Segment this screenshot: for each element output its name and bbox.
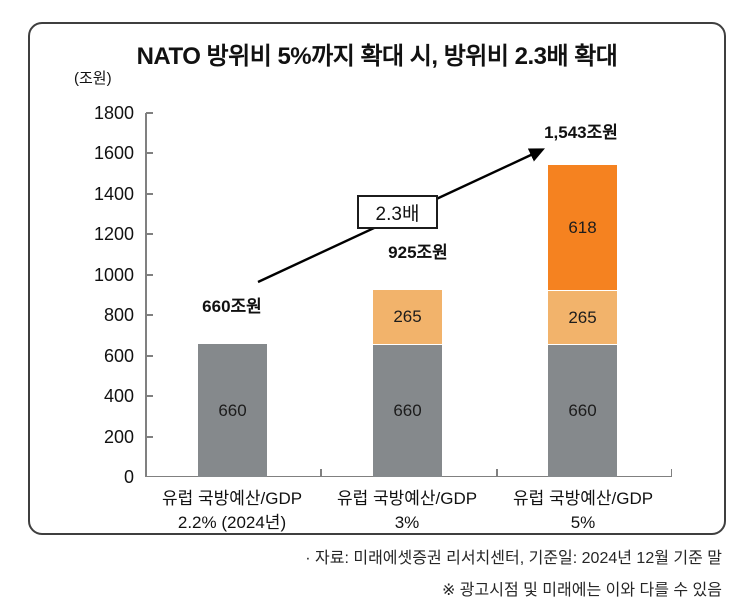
- x-axis-tick: [320, 469, 322, 476]
- x-axis-tick: [670, 469, 672, 476]
- multiplier-badge: 2.3배: [357, 195, 438, 229]
- chart-title: NATO 방위비 5%까지 확대 시, 방위비 2.3배 확대: [136, 43, 618, 70]
- y-tick-label: 1200: [93, 224, 134, 244]
- x-category-label: 유럽 국방예산/GDP 2.2% (2024년): [142, 487, 322, 535]
- bar-total-label: 1,543조원: [544, 123, 618, 142]
- bar-segment-top: 618: [548, 165, 617, 290]
- bar-segment-base: 660: [548, 344, 617, 477]
- x-category-line1: 유럽 국방예산/GDP: [512, 489, 654, 508]
- bar-segment-mid: 265: [548, 290, 617, 344]
- y-axis-unit-label: (조원): [74, 70, 112, 87]
- x-category-label: 유럽 국방예산/GDP 3%: [317, 487, 497, 535]
- y-tick-label: 400: [103, 386, 134, 406]
- x-category-label: 유럽 국방예산/GDP 5%: [493, 487, 673, 535]
- x-category-line2: 3%: [394, 513, 420, 532]
- y-tick-label: 0: [123, 467, 134, 487]
- bar-segment-base: 660: [198, 344, 267, 477]
- y-axis-tick: [146, 436, 153, 438]
- footer-source: · 자료: 미래에셋증권 리서치센터, 기준일: 2024년 12월 기준 말: [305, 550, 722, 567]
- bar-segment-base: 660: [373, 344, 442, 477]
- x-category-line1: 유럽 국방예산/GDP: [336, 489, 478, 508]
- y-axis-tick: [146, 355, 153, 357]
- y-axis-tick: [146, 314, 153, 316]
- y-axis-tick: [146, 233, 153, 235]
- bar-3pct: 265 660: [373, 290, 442, 477]
- y-axis-tick: [146, 395, 153, 397]
- x-category-line2: 5%: [570, 513, 596, 532]
- footer-disclaimer: ※ 광고시점 및 미래에는 이와 다를 수 있음: [441, 582, 722, 599]
- y-tick-label: 1000: [93, 265, 134, 285]
- bar-segment-mid: 265: [373, 290, 442, 344]
- y-tick-label: 1400: [93, 184, 134, 204]
- bar-total-label: 660조원: [202, 297, 262, 316]
- y-axis-tick: [146, 112, 153, 114]
- bar-total-label: 925조원: [388, 243, 448, 262]
- y-axis-tick: [146, 152, 153, 154]
- x-category-line1: 유럽 국방예산/GDP: [161, 489, 303, 508]
- y-tick-label: 1800: [93, 103, 134, 123]
- bar-5pct: 618 265 660: [548, 165, 617, 477]
- y-axis-line: [145, 113, 147, 477]
- y-tick-label: 1600: [93, 143, 134, 163]
- bar-2024-2_2pct: 660: [198, 344, 267, 477]
- y-tick-label: 200: [103, 427, 134, 447]
- y-tick-label: 600: [103, 346, 134, 366]
- x-axis-tick: [496, 469, 498, 476]
- y-axis-tick: [146, 193, 153, 195]
- x-category-line2: 2.2% (2024년): [177, 513, 287, 532]
- y-axis-tick: [146, 274, 153, 276]
- y-tick-label: 800: [103, 305, 134, 325]
